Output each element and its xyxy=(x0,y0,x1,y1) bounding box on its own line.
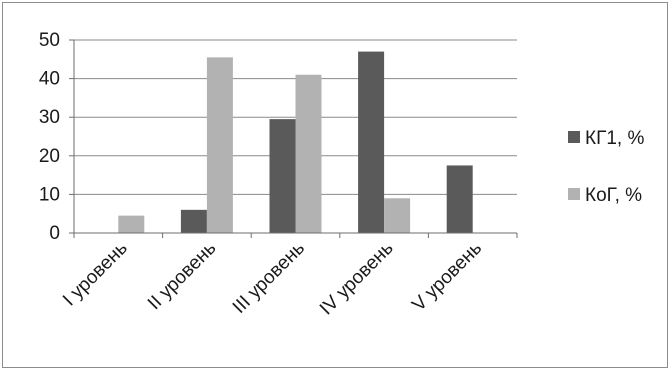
category-label: I уровень xyxy=(59,238,132,311)
legend-swatch xyxy=(568,188,580,200)
y-tick-label: 20 xyxy=(39,146,60,167)
axes xyxy=(69,39,518,238)
legend-swatch xyxy=(568,131,580,143)
legend-label: КГ1, % xyxy=(585,128,644,149)
y-tick-label: 40 xyxy=(39,69,60,90)
y-axis-ticks: 0 10 20 30 40 50 xyxy=(39,30,60,244)
y-tick-label: 10 xyxy=(39,184,60,205)
category-label: V уровень xyxy=(408,238,486,316)
category-label: III уровень xyxy=(229,238,309,318)
bar-kog xyxy=(206,57,233,234)
bar-kog xyxy=(118,215,145,233)
category-label: IV уровень xyxy=(316,238,398,320)
bar-kog xyxy=(295,74,322,234)
bars xyxy=(118,51,473,234)
bar-kog xyxy=(384,198,411,233)
y-tick-label: 30 xyxy=(39,107,60,128)
bar-kg1 xyxy=(269,119,296,233)
category-labels: I уровень II уровень III уровень IV уровень… xyxy=(59,238,486,320)
bar-kg1 xyxy=(358,51,385,233)
y-tick-label: 0 xyxy=(49,223,60,244)
chart-frame xyxy=(2,2,668,368)
y-tick-label: 50 xyxy=(39,30,60,51)
bar-kg1 xyxy=(446,165,473,233)
legend-label: КоГ, % xyxy=(585,185,642,206)
legend: КГ1, % КоГ, % xyxy=(568,128,644,206)
bar-kg1 xyxy=(180,209,207,233)
category-label: II уровень xyxy=(144,238,221,315)
